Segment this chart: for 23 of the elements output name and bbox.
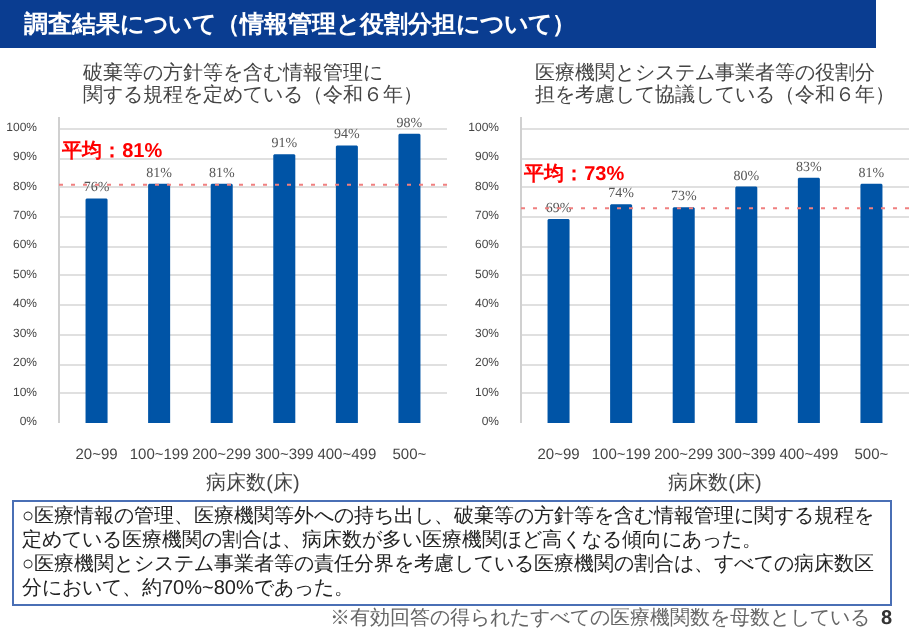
- text: ※有効回答の得られたすべての医療機関数を母数としている: [329, 608, 870, 630]
- bar: [210, 183, 233, 423]
- bar: [398, 133, 421, 423]
- ref-line-label: 平均：81%: [60, 138, 163, 163]
- bar: [610, 204, 633, 423]
- bar: [85, 198, 108, 423]
- bar: [273, 154, 296, 423]
- text: ○医療情報の管理、医療機関等外への持ち出し、破棄等の方針等を含む情報管理に関する規程を定めている医療機関の割合は、病床数が多い医療機関ほど高くなる傾向にあった。: [22, 506, 877, 552]
- bar: [860, 183, 883, 423]
- bar: [797, 177, 820, 423]
- bar: [672, 207, 695, 423]
- bar: [547, 218, 570, 423]
- chart-title: 破棄等の方針等を含む情報管理に関する規程を定めている（令和６年）: [81, 61, 423, 107]
- x-axis-title: 病床数(床): [206, 471, 300, 495]
- text: ○医療機関とシステム事業者等の責任分界を考慮している医療機関の割合は、すべての病床数区分において、約70%~80%であった。: [22, 554, 877, 600]
- bar: [335, 145, 358, 423]
- ref-line-label: 平均：73%: [522, 162, 625, 187]
- x-axis-title: 病床数(床): [668, 471, 762, 495]
- text: 調査結果について（情報管理と役割分担について）: [0, 0, 876, 48]
- bar: [735, 186, 758, 423]
- chart-title: 医療機関とシステム事業者等の役割分担を考慮して協議している（令和６年）: [535, 61, 895, 107]
- text: 8: [880, 608, 892, 630]
- bar: [148, 183, 171, 423]
